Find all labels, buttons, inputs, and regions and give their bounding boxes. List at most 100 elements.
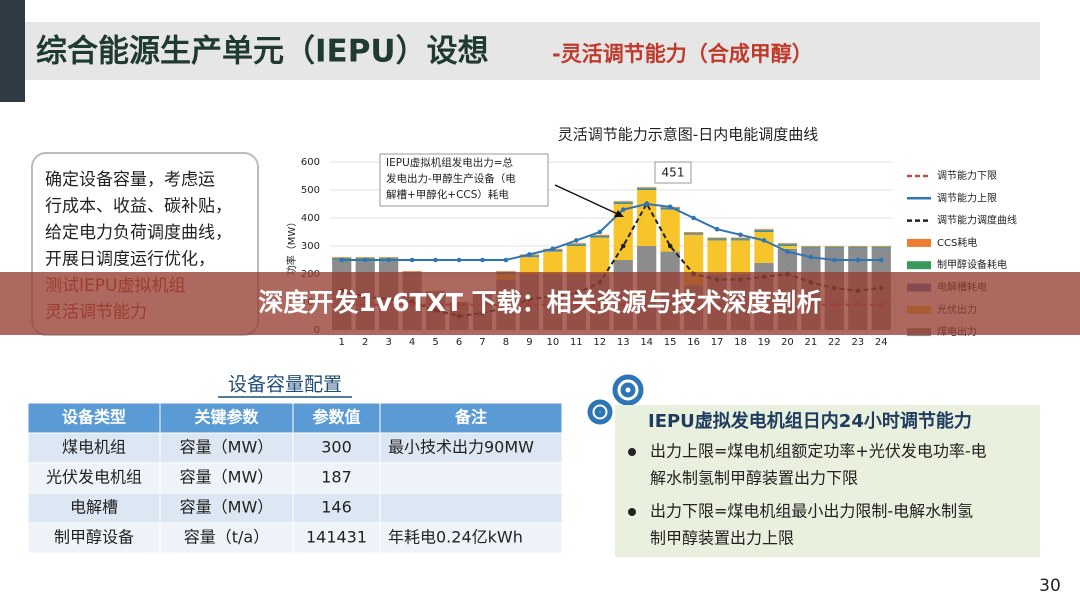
cell-text: 年耗电0.24亿kWh	[388, 528, 523, 547]
capability-title: IEPU虚拟发电机组日内24小时调节能力	[648, 410, 972, 432]
y-tick-label: 300	[301, 241, 320, 252]
line-point	[620, 207, 626, 212]
line-point	[667, 243, 673, 249]
legend-label: 调节能力调度曲线	[937, 214, 1017, 227]
legend-label: 制甲醇设备耗电	[937, 258, 1007, 271]
cell-text: 光伏发电机组	[46, 468, 142, 487]
cell-text: 187	[321, 468, 352, 487]
note-line: 行成本、收益、碳补贴，	[45, 197, 232, 217]
cell-text: 141431	[306, 528, 367, 547]
cell-text: 146	[321, 498, 352, 517]
bar-segment	[871, 246, 891, 248]
bar-segment	[754, 229, 774, 231]
bar-segment	[824, 246, 844, 247]
bar-segment	[566, 243, 586, 245]
bullet-line: 出力上限=煤电机组额定功率+光伏发电功率-电	[650, 442, 987, 461]
cell-text: 容量（t/a）	[184, 528, 269, 547]
bar-segment	[707, 237, 727, 239]
bar-segment	[683, 233, 704, 235]
header-cell	[27, 402, 161, 434]
bar-segment	[543, 251, 563, 274]
line-point	[785, 249, 790, 254]
line-point	[878, 257, 884, 263]
legend-swatch	[907, 261, 931, 270]
bar-segment	[730, 237, 751, 239]
bar-segment	[613, 201, 633, 203]
x-tick-label: 3	[385, 337, 391, 348]
banner-text: 深度开发1v6TXT 下载：相关资源与技术深度剖析	[258, 288, 821, 317]
line-point	[527, 252, 532, 257]
bar-segment	[379, 257, 399, 259]
line-point	[644, 201, 649, 207]
bar-segment	[637, 187, 657, 189]
bar-segment	[660, 209, 680, 252]
cell	[379, 522, 563, 554]
bar-segment	[777, 244, 798, 246]
x-tick-label: 17	[711, 337, 724, 348]
bar-segment	[637, 188, 657, 189]
bar-segment	[613, 204, 633, 260]
bar-segment	[871, 247, 891, 249]
bar-segment	[777, 246, 798, 249]
header-subtitle: -灵活调节能力（合成甲醇）	[552, 42, 813, 66]
bar-segment	[613, 202, 633, 203]
cell-text: 制甲醇设备	[54, 528, 134, 547]
bar-segment	[566, 246, 586, 274]
bullets: 出力上限=煤电机组额定功率+光伏发电功率-电解水制氢制甲醇装置出力下限出力下限=…	[628, 442, 987, 548]
banner	[0, 272, 1080, 335]
bar-segment	[402, 271, 422, 273]
cell	[159, 492, 294, 524]
cell-text: 电解槽	[70, 498, 118, 517]
y-tick-label: 500	[301, 185, 320, 196]
x-tick-label: 21	[805, 337, 818, 348]
x-tick-label: 8	[503, 337, 509, 348]
x-tick-label: 1	[339, 337, 345, 348]
peak-callout-box	[654, 161, 692, 184]
bar-segment	[871, 246, 891, 247]
bar-segment	[519, 257, 540, 274]
x-tick-label: 7	[479, 337, 485, 348]
header-text: 参数值	[312, 408, 360, 427]
note-line: 确定设备容量，考虑运	[45, 170, 215, 190]
x-tick-label: 23	[851, 337, 864, 348]
bar-segment	[566, 244, 586, 246]
line-point	[386, 257, 391, 263]
y-tick-label: 400	[301, 213, 320, 224]
bar-segment	[730, 240, 751, 274]
bar-segment	[730, 239, 751, 241]
bar-segment	[824, 247, 844, 249]
bar-segment	[590, 237, 610, 274]
line-point	[456, 257, 462, 263]
bar-segment	[754, 230, 774, 232]
x-tick-label: 22	[828, 337, 841, 348]
bar-segment	[683, 232, 704, 233]
line-point	[480, 257, 485, 263]
header-text: 设备类型	[62, 408, 126, 427]
x-tick-label: 18	[734, 337, 747, 348]
x-tick-label: 19	[758, 337, 771, 348]
annotation-line: 发电出力-甲醇生产设备（电	[386, 172, 516, 185]
note-line: 开展日调度运行优化，	[45, 250, 215, 270]
header-text: 备注	[454, 408, 487, 427]
x-tick-label: 14	[640, 337, 653, 348]
x-tick-label: 10	[546, 337, 559, 348]
bar-segment	[590, 236, 610, 238]
bullet-dot	[628, 508, 636, 516]
bar-segment	[824, 246, 844, 248]
bar-segment	[707, 238, 727, 240]
bar-segment	[707, 239, 727, 241]
x-tick-label: 13	[617, 337, 630, 348]
x-tick-label: 24	[875, 337, 888, 348]
page-number: 30	[1039, 576, 1061, 596]
bar-segment	[848, 246, 868, 247]
cell-text: 容量（MW）	[180, 438, 274, 457]
x-tick-label: 11	[570, 337, 583, 348]
x-tick-label: 12	[593, 337, 606, 348]
bar-segment	[637, 190, 657, 246]
x-tick-label: 15	[664, 337, 677, 348]
bar-segment	[801, 247, 821, 249]
x-tick-label: 5	[432, 337, 438, 348]
bar-segment	[801, 246, 821, 248]
line-series	[341, 202, 882, 261]
